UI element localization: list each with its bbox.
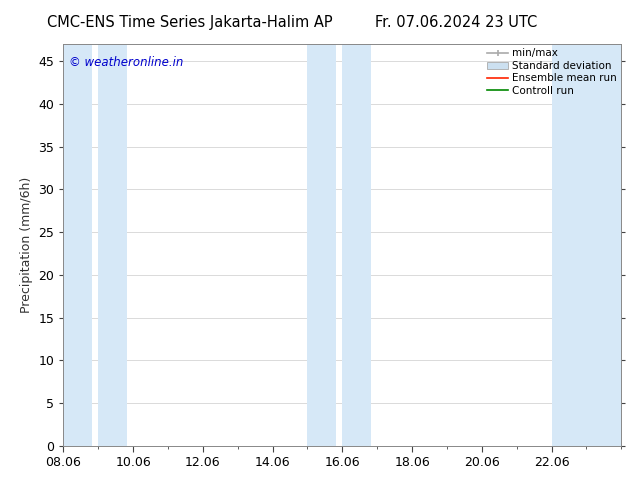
Legend: min/max, Standard deviation, Ensemble mean run, Controll run: min/max, Standard deviation, Ensemble me… [485,46,619,98]
Bar [552,44,621,446]
Text: CMC-ENS Time Series Jakarta-Halim AP: CMC-ENS Time Series Jakarta-Halim AP [48,15,333,30]
Bar [307,44,337,446]
Bar [63,44,93,446]
Text: © weatheronline.in: © weatheronline.in [69,56,183,69]
Bar [98,44,127,446]
Bar [342,44,372,446]
Y-axis label: Precipitation (mm/6h): Precipitation (mm/6h) [20,177,33,313]
Text: Fr. 07.06.2024 23 UTC: Fr. 07.06.2024 23 UTC [375,15,538,30]
